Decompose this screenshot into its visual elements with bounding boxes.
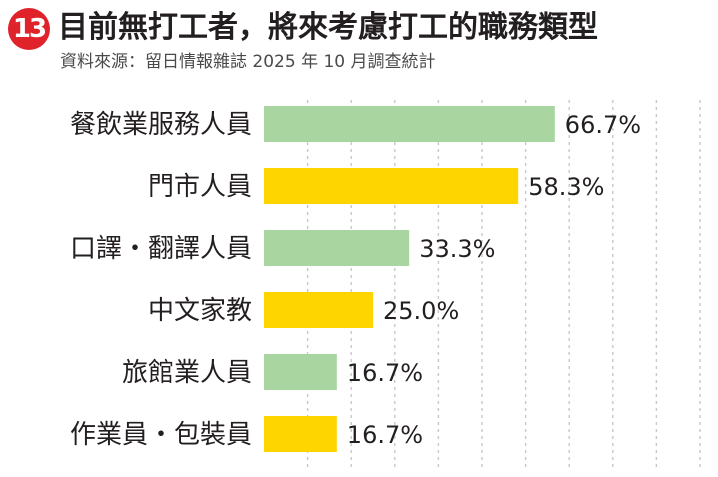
- value-label-3: 25.0%: [383, 297, 459, 325]
- bar-3: [264, 292, 373, 328]
- bar-2: [264, 230, 410, 266]
- chart-title: 目前無打工者，將來考慮打工的職務類型: [58, 10, 598, 45]
- category-label-4: 旅館業人員: [122, 358, 252, 388]
- category-label-1: 門市人員: [148, 172, 252, 202]
- chart-source: 資料來源：留日情報雜誌 2025 年 10 月調查統計: [60, 52, 436, 72]
- category-label-5: 作業員・包裝員: [70, 420, 252, 450]
- bar-5: [264, 416, 337, 452]
- value-label-4: 16.7%: [347, 359, 423, 387]
- category-label-3: 中文家教: [148, 296, 252, 326]
- chart-number-badge: 13: [8, 8, 50, 50]
- bar-1: [264, 168, 519, 204]
- bar-4: [264, 354, 337, 390]
- gridlines: [306, 100, 701, 470]
- chart-header: 13 目前無打工者，將來考慮打工的職務類型 資料來源：留日情報雜誌 2025 年…: [6, 4, 712, 84]
- value-labels: 66.7% 58.3% 33.3% 25.0% 16.7% 16.7%: [347, 111, 641, 449]
- category-label-0: 餐飲業服務人員: [70, 110, 252, 140]
- value-label-1: 58.3%: [528, 173, 604, 201]
- value-label-2: 33.3%: [419, 235, 495, 263]
- category-label-2: 口譯・翻譯人員: [70, 234, 252, 264]
- value-label-5: 16.7%: [347, 421, 423, 449]
- value-label-0: 66.7%: [565, 111, 641, 139]
- bar-0: [264, 106, 555, 142]
- bars: [264, 106, 555, 452]
